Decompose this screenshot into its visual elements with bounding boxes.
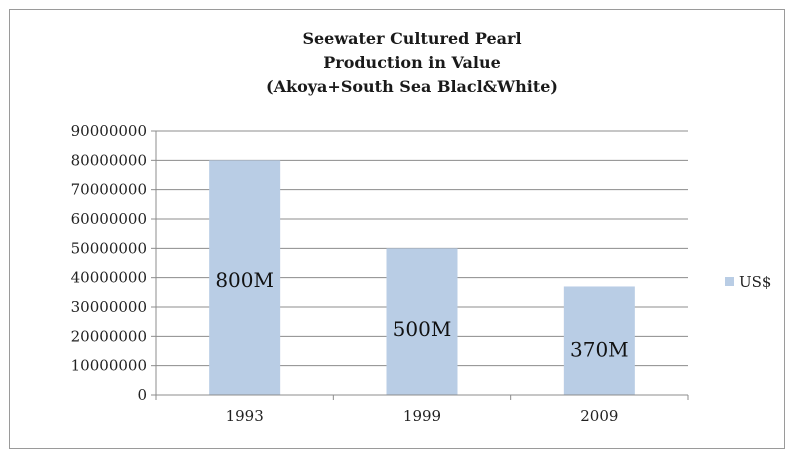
y-axis-ticks: 0 10000000 20000000 30000000 40000000 5000000…	[71, 122, 156, 404]
bar-1993	[209, 160, 281, 395]
chart-title-line-3: (Akoya+South Sea Blacl&White)	[266, 77, 558, 96]
legend-label: US$	[739, 273, 771, 291]
y-tick-label: 50000000	[71, 239, 147, 257]
axes	[155, 131, 688, 396]
x-tick-label: 1999	[403, 407, 441, 425]
chart-title-line-1: Seewater Cultured Pearl	[302, 29, 521, 48]
y-tick-label: 70000000	[71, 181, 147, 199]
x-tick-label: 1993	[226, 407, 264, 425]
x-axis-ticks: 1993 1999 2009	[155, 395, 689, 425]
x-tick-label: 2009	[580, 407, 618, 425]
legend: US$	[725, 273, 771, 291]
y-tick-label: 20000000	[71, 327, 147, 345]
legend-swatch	[725, 277, 734, 286]
chart-title-line-2: Production in Value	[323, 53, 501, 72]
y-tick-label: 30000000	[71, 298, 147, 316]
bar-1999	[386, 248, 458, 395]
bars	[209, 160, 635, 395]
y-tick-label: 90000000	[71, 122, 147, 140]
data-label-2009: 370M	[570, 337, 629, 361]
y-tick-label: 40000000	[71, 269, 147, 287]
data-labels: 800M 500M 370M	[215, 268, 628, 361]
data-label-1993: 800M	[215, 268, 274, 292]
chart-frame: Seewater Cultured Pearl Production in Va…	[9, 9, 785, 449]
data-label-1999: 500M	[393, 317, 452, 341]
y-tick-label: 0	[137, 386, 147, 404]
bar-chart: Seewater Cultured Pearl Production in Va…	[71, 29, 772, 425]
chart-title: Seewater Cultured Pearl Production in Va…	[266, 29, 558, 96]
y-tick-label: 80000000	[71, 151, 147, 169]
bar-2009	[563, 286, 635, 395]
y-tick-label: 60000000	[71, 210, 147, 228]
y-tick-label: 10000000	[71, 357, 147, 375]
